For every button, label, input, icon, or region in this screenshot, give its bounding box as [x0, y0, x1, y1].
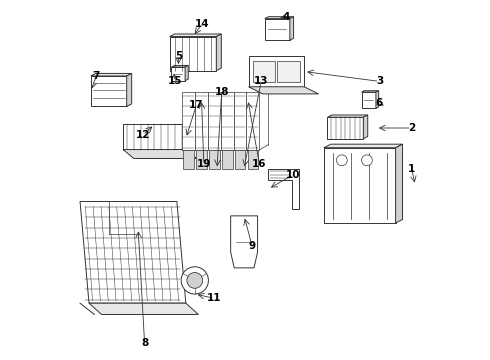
- Text: 1: 1: [408, 164, 416, 174]
- Text: 6: 6: [376, 98, 383, 108]
- Polygon shape: [185, 66, 188, 81]
- Polygon shape: [277, 60, 300, 82]
- Polygon shape: [123, 125, 186, 149]
- Polygon shape: [248, 56, 304, 87]
- Polygon shape: [395, 144, 402, 223]
- Polygon shape: [126, 73, 132, 107]
- Polygon shape: [170, 34, 221, 37]
- Polygon shape: [170, 37, 216, 71]
- Polygon shape: [327, 115, 368, 117]
- Polygon shape: [362, 92, 376, 108]
- Text: 4: 4: [283, 12, 290, 22]
- Text: 5: 5: [175, 51, 182, 61]
- Text: 3: 3: [376, 76, 383, 86]
- Polygon shape: [196, 150, 207, 169]
- Text: 10: 10: [286, 170, 301, 180]
- Text: 12: 12: [136, 130, 150, 140]
- Polygon shape: [231, 216, 258, 268]
- Circle shape: [362, 155, 372, 166]
- Text: 18: 18: [215, 87, 229, 97]
- Polygon shape: [265, 17, 294, 19]
- Polygon shape: [80, 202, 186, 303]
- Polygon shape: [89, 303, 198, 315]
- Polygon shape: [208, 92, 221, 150]
- Text: 16: 16: [252, 159, 267, 169]
- Polygon shape: [376, 91, 379, 108]
- Text: 11: 11: [207, 293, 222, 303]
- Polygon shape: [91, 76, 126, 107]
- Text: 2: 2: [408, 123, 416, 133]
- Polygon shape: [123, 149, 196, 158]
- Polygon shape: [234, 92, 246, 150]
- Text: 13: 13: [254, 76, 269, 86]
- Polygon shape: [222, 150, 233, 169]
- Polygon shape: [362, 91, 379, 92]
- Polygon shape: [269, 169, 299, 209]
- Polygon shape: [253, 60, 275, 82]
- Polygon shape: [216, 34, 221, 71]
- Text: 19: 19: [196, 159, 211, 169]
- Polygon shape: [324, 148, 395, 223]
- Polygon shape: [290, 17, 294, 40]
- Text: 14: 14: [195, 19, 209, 29]
- Polygon shape: [221, 92, 234, 150]
- Polygon shape: [364, 115, 368, 139]
- Polygon shape: [235, 150, 245, 169]
- Text: 15: 15: [168, 76, 182, 86]
- Polygon shape: [195, 92, 208, 150]
- Polygon shape: [247, 150, 258, 169]
- Circle shape: [181, 267, 208, 294]
- Circle shape: [187, 273, 203, 288]
- Polygon shape: [182, 92, 195, 150]
- Text: 17: 17: [189, 100, 204, 110]
- Polygon shape: [209, 150, 220, 169]
- Polygon shape: [327, 117, 364, 139]
- Polygon shape: [248, 87, 318, 94]
- Polygon shape: [183, 150, 194, 169]
- Text: 8: 8: [141, 338, 148, 348]
- Text: 9: 9: [248, 241, 256, 251]
- Polygon shape: [265, 19, 290, 40]
- Polygon shape: [91, 73, 132, 76]
- Text: 7: 7: [93, 71, 100, 81]
- Polygon shape: [172, 67, 185, 81]
- Polygon shape: [324, 144, 402, 148]
- Polygon shape: [246, 92, 259, 150]
- Circle shape: [337, 155, 347, 166]
- Polygon shape: [172, 66, 188, 67]
